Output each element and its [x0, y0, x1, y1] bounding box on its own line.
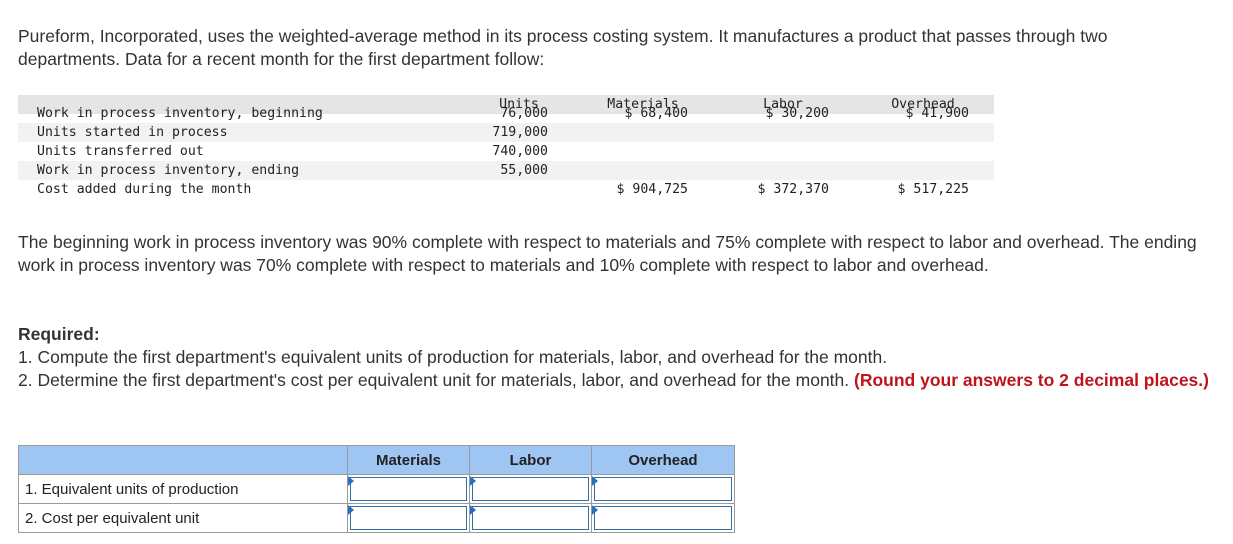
table-row: Cost added during the month $ 904,725 $ …	[18, 180, 994, 199]
answer-grid-corner	[18, 445, 348, 475]
answer-row-label: 1. Equivalent units of production	[18, 474, 348, 504]
input-flag-icon	[348, 476, 354, 486]
header-overhead: Overhead	[891, 97, 955, 112]
row-units: 740,000	[492, 144, 548, 159]
input-flag-icon	[470, 476, 476, 486]
row-labor: $ 30,200	[765, 106, 829, 121]
required-item-2: 2. Determine the first department's cost…	[18, 369, 1213, 392]
col-header-materials: Materials	[347, 445, 470, 475]
row-units: 55,000	[500, 163, 548, 178]
row-overhead: $ 517,225	[897, 182, 969, 197]
header-materials: Materials	[607, 97, 679, 112]
row-units: 719,000	[492, 125, 548, 140]
required-item-2-text: 2. Determine the first department's cost…	[18, 370, 850, 390]
header-units: Units	[499, 97, 539, 112]
required-item-1: 1. Compute the first department's equiva…	[18, 347, 888, 367]
answer-grid: Materials Labor Overhead 1. Equivalent u…	[18, 445, 735, 533]
row-materials: $ 68,400	[624, 106, 688, 121]
cost-per-unit-overhead-input[interactable]	[594, 506, 732, 530]
row-label: Units started in process	[37, 125, 228, 140]
answer-cell	[469, 474, 592, 504]
row-materials: $ 904,725	[616, 182, 688, 197]
input-flag-icon	[470, 505, 476, 515]
intro-paragraph: Pureform, Incorporated, uses the weighte…	[18, 26, 1108, 69]
row-label: Units transferred out	[37, 144, 204, 159]
col-header-overhead: Overhead	[591, 445, 735, 475]
row-units: 76,000	[500, 106, 548, 121]
department-data-table: Units Materials Labor Overhead Work in p…	[18, 95, 994, 199]
row-overhead: $ 41,900	[905, 106, 969, 121]
answer-row-cost-per-unit: 2. Cost per equivalent unit	[18, 503, 735, 533]
answer-cell	[591, 503, 735, 533]
input-flag-icon	[592, 505, 598, 515]
required-section: Required: 1. Compute the first departmen…	[18, 323, 1213, 392]
table-row: Units started in process 719,000	[18, 123, 994, 142]
cost-per-unit-materials-input[interactable]	[350, 506, 467, 530]
required-title: Required:	[18, 324, 100, 344]
header-labor: Labor	[763, 97, 803, 112]
equivalent-units-labor-input[interactable]	[472, 477, 589, 501]
table-row: Work in process inventory, beginning 76,…	[18, 105, 994, 123]
row-label: Work in process inventory, beginning	[37, 106, 323, 121]
col-header-labor: Labor	[469, 445, 592, 475]
answer-grid-header-row: Materials Labor Overhead	[18, 445, 735, 475]
answer-cell	[469, 503, 592, 533]
answer-row-equivalent-units: 1. Equivalent units of production	[18, 474, 735, 504]
answer-cell	[347, 474, 470, 504]
completion-paragraph: The beginning work in process inventory …	[18, 232, 1197, 275]
table-row: Units transferred out 740,000	[18, 142, 994, 161]
row-labor: $ 372,370	[757, 182, 829, 197]
answer-cell	[347, 503, 470, 533]
input-flag-icon	[592, 476, 598, 486]
data-table-header-row: Units Materials Labor Overhead	[18, 95, 994, 114]
input-flag-icon	[348, 505, 354, 515]
row-label: Work in process inventory, ending	[37, 163, 300, 178]
table-row: Work in process inventory, ending 55,000	[18, 161, 994, 180]
cost-per-unit-labor-input[interactable]	[472, 506, 589, 530]
answer-cell	[591, 474, 735, 504]
equivalent-units-materials-input[interactable]	[350, 477, 467, 501]
row-label: Cost added during the month	[37, 182, 252, 197]
equivalent-units-overhead-input[interactable]	[594, 477, 732, 501]
rounding-note: (Round your answers to 2 decimal places.…	[854, 370, 1209, 390]
answer-row-label: 2. Cost per equivalent unit	[18, 503, 348, 533]
